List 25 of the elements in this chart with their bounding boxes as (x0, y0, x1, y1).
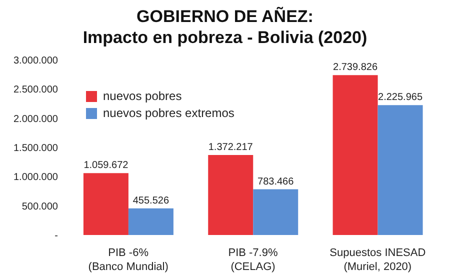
data-label: 1.059.672 (84, 160, 129, 172)
data-label: 1.372.217 (208, 142, 254, 153)
chart-title: GOBIERNO DE AÑEZ: Impacto en pobreza - Bolivia (2020) (82, 6, 368, 48)
y-tick-label: 3.000.000 (14, 56, 58, 67)
y-tick-label: 1.000.000 (14, 172, 58, 184)
bar (208, 154, 254, 235)
data-label: 2.225.965 (378, 92, 423, 104)
legend-label: nuevos pobres extremos (103, 105, 234, 122)
x-tick-label: PIB -7.9% (CELAG) (228, 247, 278, 273)
bar (83, 173, 128, 235)
y-tick-label: - (54, 230, 58, 242)
bar (378, 105, 423, 235)
data-label: 455.526 (132, 195, 170, 206)
data-label: 783.466 (258, 176, 294, 188)
bar (253, 189, 298, 235)
x-tick-label: PIB -6% (Banco Mundial) (88, 247, 168, 273)
x-tick-label: Supuestos INESAD (Muriel, 2020) (330, 247, 426, 273)
y-tick-label: 2.000.000 (14, 114, 58, 125)
legend-label: nuevos pobres (103, 88, 182, 105)
y-tick-label: 500.000 (22, 201, 58, 212)
bar (332, 75, 378, 235)
data-label: 2.739.826 (333, 62, 378, 74)
bar (128, 208, 174, 235)
y-tick-label: 1.500.000 (14, 143, 58, 154)
y-tick-label: 2.500.000 (14, 84, 58, 96)
